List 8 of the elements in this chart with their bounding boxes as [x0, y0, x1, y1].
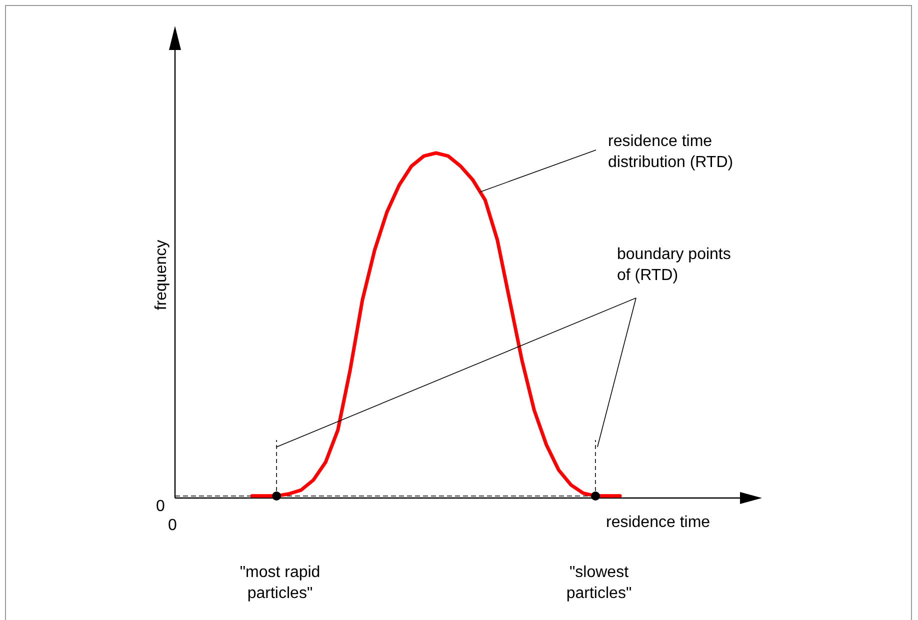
annotation: boundary points of (RTD)	[617, 246, 731, 284]
annotation: residence time distribution (RTD)	[608, 133, 734, 171]
text: 0	[168, 517, 177, 534]
y-axis-title: frequency	[153, 240, 170, 310]
text: 0	[156, 498, 165, 515]
text: "most rapid particles"	[240, 564, 320, 602]
x-axis-title: residence time	[606, 514, 710, 531]
text: "slowest particles"	[566, 564, 632, 602]
